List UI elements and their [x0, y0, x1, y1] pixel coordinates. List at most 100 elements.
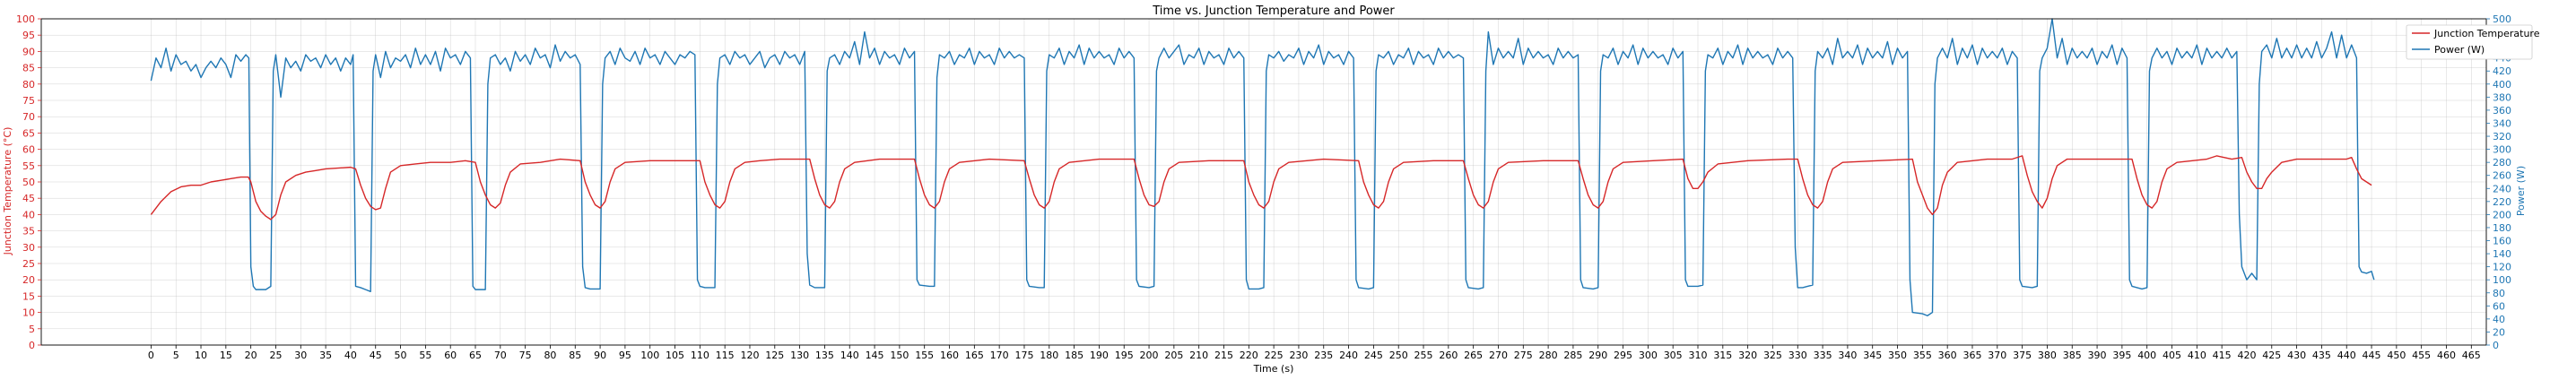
x-tick-label: 40	[344, 350, 357, 361]
y-right-tick-label: 40	[2493, 314, 2505, 325]
y-left-tick-label: 65	[22, 127, 35, 139]
x-tick-label: 260	[1439, 350, 1458, 361]
x-tick-label: 360	[1938, 350, 1957, 361]
y-left-tick-label: 70	[22, 111, 35, 123]
x-tick-label: 320	[1738, 350, 1757, 361]
x-tick-label: 5	[173, 350, 179, 361]
y-right-tick-label: 140	[2493, 248, 2511, 260]
y-axis-left-label: Junction Temperature (°C)	[2, 127, 13, 256]
x-tick-label: 45	[370, 350, 382, 361]
y-left-tick-label: 10	[22, 307, 35, 319]
x-tick-label: 450	[2387, 350, 2406, 361]
x-tick-label: 280	[1539, 350, 1558, 361]
x-tick-label: 65	[469, 350, 482, 361]
y-axis-right-label: Power (W)	[2515, 166, 2527, 216]
x-tick-label: 240	[1339, 350, 1358, 361]
x-tick-label: 165	[965, 350, 984, 361]
x-tick-label: 140	[840, 350, 859, 361]
x-tick-label: 310	[1689, 350, 1708, 361]
x-tick-label: 435	[2312, 350, 2331, 361]
x-tick-label: 110	[691, 350, 709, 361]
y-left-tick-label: 50	[22, 177, 35, 188]
x-tick-label: 350	[1888, 350, 1907, 361]
y-right-tick-label: 420	[2493, 65, 2511, 77]
x-tick-label: 465	[2462, 350, 2481, 361]
legend-label-junction-temperature: Junction Temperature	[2433, 28, 2540, 39]
x-tick-label: 190	[1090, 350, 1109, 361]
y-right-tick-label: 260	[2493, 170, 2511, 182]
x-tick-label: 85	[569, 350, 581, 361]
y-right-tick-label: 340	[2493, 117, 2511, 129]
x-tick-label: 90	[594, 350, 606, 361]
x-tick-label: 290	[1588, 350, 1607, 361]
x-tick-label: 210	[1189, 350, 1208, 361]
x-tick-label: 130	[790, 350, 809, 361]
x-tick-label: 225	[1265, 350, 1284, 361]
x-tick-label: 220	[1240, 350, 1258, 361]
x-tick-label: 115	[716, 350, 735, 361]
y-left-tick-label: 20	[22, 274, 35, 286]
x-tick-label: 385	[2063, 350, 2082, 361]
series-layer	[150, 18, 2375, 316]
x-tick-label: 425	[2262, 350, 2281, 361]
legend-box	[2406, 24, 2533, 60]
x-tick-label: 15	[220, 350, 232, 361]
y-left-tick-label: 55	[22, 160, 35, 172]
x-tick-label: 105	[666, 350, 684, 361]
y-right-tick-label: 380	[2493, 91, 2511, 103]
x-tick-label: 235	[1314, 350, 1333, 361]
y-left-tick-label: 30	[22, 242, 35, 254]
x-tick-label: 35	[319, 350, 332, 361]
x-tick-label: 380	[2038, 350, 2057, 361]
x-tick-label: 60	[444, 350, 457, 361]
x-tick-label: 20	[245, 350, 257, 361]
y-right-tick-label: 500	[2493, 13, 2511, 25]
x-tick-label: 330	[1788, 350, 1807, 361]
x-tick-label: 25	[269, 350, 282, 361]
y-right-tick-label: 360	[2493, 105, 2511, 117]
y-right-tick-label: 300	[2493, 144, 2511, 156]
x-tick-label: 410	[2188, 350, 2206, 361]
x-tick-label: 445	[2363, 350, 2381, 361]
x-tick-label: 195	[1115, 350, 1134, 361]
x-tick-label: 335	[1814, 350, 1832, 361]
x-tick-label: 30	[294, 350, 307, 361]
y-left-tick-label: 75	[22, 95, 35, 107]
x-tick-label: 160	[940, 350, 959, 361]
x-tick-label: 430	[2287, 350, 2306, 361]
x-tick-label: 355	[1913, 350, 1932, 361]
x-tick-label: 170	[990, 350, 1009, 361]
y-left-tick-label: 90	[22, 46, 35, 57]
x-tick-label: 180	[1040, 350, 1058, 361]
x-tick-label: 145	[866, 350, 884, 361]
x-tick-label: 285	[1563, 350, 1582, 361]
x-tick-label: 175	[1014, 350, 1033, 361]
x-tick-label: 405	[2163, 350, 2181, 361]
x-tick-label: 215	[1214, 350, 1233, 361]
y-left-tick-label: 80	[22, 79, 35, 91]
x-tick-label: 275	[1514, 350, 1533, 361]
y-right-tick-label: 320	[2493, 131, 2511, 142]
x-tick-label: 375	[2013, 350, 2032, 361]
y-axis-left: 0 5 10 15 20 25 30 35 40 45 50 55 60 65 70 75 80 85 90 95 10…	[16, 13, 41, 351]
x-tick-label: 415	[2213, 350, 2232, 361]
y-left-tick-label: 60	[22, 144, 35, 156]
x-tick-label: 315	[1713, 350, 1732, 361]
x-tick-label: 300	[1639, 350, 1658, 361]
x-tick-label: 400	[2137, 350, 2156, 361]
x-tick-label: 185	[1065, 350, 1083, 361]
x-tick-label: 55	[419, 350, 431, 361]
y-left-tick-label: 15	[22, 290, 35, 302]
x-tick-label: 155	[915, 350, 934, 361]
y-left-tick-label: 45	[22, 193, 35, 204]
x-tick-label: 230	[1289, 350, 1308, 361]
y-right-tick-label: 0	[2493, 340, 2499, 351]
x-tick-label: 295	[1614, 350, 1632, 361]
y-left-tick-label: 0	[29, 340, 35, 351]
x-tick-label: 70	[494, 350, 507, 361]
x-tick-label: 200	[1140, 350, 1159, 361]
y-left-tick-label: 25	[22, 258, 35, 270]
x-tick-label: 205	[1164, 350, 1183, 361]
y-left-tick-label: 100	[16, 13, 35, 25]
x-tick-label: 370	[1988, 350, 2006, 361]
